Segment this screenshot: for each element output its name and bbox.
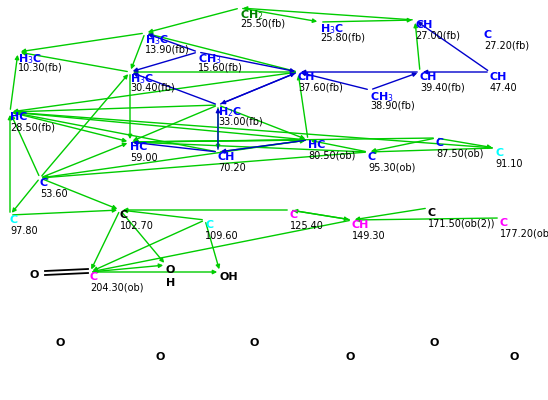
- Text: 102.70: 102.70: [120, 221, 154, 231]
- Text: H$_3$C: H$_3$C: [130, 72, 154, 86]
- Text: 39.40(fb): 39.40(fb): [420, 83, 465, 93]
- Text: C: C: [428, 208, 436, 218]
- Text: O: O: [56, 338, 65, 348]
- Text: C: C: [495, 148, 503, 158]
- Text: 13.90(fb): 13.90(fb): [145, 44, 190, 54]
- Text: 204.30(ob): 204.30(ob): [90, 283, 144, 293]
- Text: 70.20: 70.20: [218, 163, 246, 173]
- Text: CH: CH: [490, 72, 507, 82]
- Text: 125.40: 125.40: [290, 221, 324, 231]
- Text: C: C: [290, 210, 298, 220]
- Text: H$_3$C: H$_3$C: [18, 52, 42, 66]
- Text: OH: OH: [220, 272, 238, 282]
- Text: CH: CH: [420, 72, 437, 82]
- Text: C: C: [90, 272, 98, 282]
- Text: O: O: [30, 270, 39, 280]
- Text: 171.50(ob(2)): 171.50(ob(2)): [428, 219, 495, 229]
- Text: H: H: [166, 278, 175, 288]
- Text: C: C: [436, 138, 444, 148]
- Text: CH: CH: [352, 220, 369, 230]
- Text: 109.60: 109.60: [205, 231, 238, 241]
- Text: 149.30: 149.30: [352, 231, 386, 241]
- Text: C: C: [500, 218, 508, 228]
- Text: 97.80: 97.80: [10, 226, 38, 236]
- Text: 177.20(ob): 177.20(ob): [500, 229, 548, 239]
- Text: 80.50(ob): 80.50(ob): [308, 151, 355, 161]
- Text: 47.40: 47.40: [490, 83, 518, 93]
- Text: 59.00: 59.00: [130, 153, 158, 163]
- Text: 10.30(fb): 10.30(fb): [18, 63, 63, 73]
- Text: C: C: [40, 178, 48, 188]
- Text: O: O: [250, 338, 259, 348]
- Text: O: O: [345, 352, 355, 362]
- Text: 53.60: 53.60: [40, 189, 67, 199]
- Text: CH$_3$: CH$_3$: [370, 90, 394, 104]
- Text: HC: HC: [10, 112, 27, 122]
- Text: C: C: [120, 210, 128, 220]
- Text: 91.10: 91.10: [495, 159, 522, 169]
- Text: 95.30(ob): 95.30(ob): [368, 163, 415, 173]
- Text: C: C: [10, 215, 18, 225]
- Text: 30.40(fb): 30.40(fb): [130, 83, 175, 93]
- Text: HC: HC: [308, 140, 326, 150]
- Text: 28.50(fb): 28.50(fb): [10, 123, 55, 133]
- Text: 25.50(fb): 25.50(fb): [240, 19, 285, 29]
- Text: H$_3$C: H$_3$C: [320, 22, 344, 36]
- Text: 37.60(fb): 37.60(fb): [298, 83, 343, 93]
- Text: O: O: [510, 352, 520, 362]
- Text: 25.80(fb): 25.80(fb): [320, 33, 365, 43]
- Text: 38.90(fb): 38.90(fb): [370, 101, 415, 111]
- Text: H$_3$C: H$_3$C: [145, 33, 169, 47]
- Text: 27.20(fb): 27.20(fb): [484, 41, 529, 51]
- Text: C: C: [484, 30, 492, 40]
- Text: CH$_3$: CH$_3$: [198, 52, 222, 66]
- Text: C: C: [368, 152, 376, 162]
- Text: 33.00(fb): 33.00(fb): [218, 116, 262, 126]
- Text: CH$_2$: CH$_2$: [240, 8, 264, 22]
- Text: C: C: [205, 220, 213, 230]
- Text: 15.60(fb): 15.60(fb): [198, 63, 243, 73]
- Text: CH: CH: [298, 72, 316, 82]
- Text: CH: CH: [218, 152, 236, 162]
- Text: HC: HC: [130, 142, 147, 152]
- Text: 87.50(ob): 87.50(ob): [436, 149, 483, 159]
- Text: O: O: [155, 352, 164, 362]
- Text: H$_2$C: H$_2$C: [218, 105, 242, 119]
- Text: O: O: [430, 338, 439, 348]
- Text: 27.00(fb): 27.00(fb): [415, 31, 460, 41]
- Text: O: O: [166, 265, 175, 275]
- Text: CH: CH: [415, 20, 432, 30]
